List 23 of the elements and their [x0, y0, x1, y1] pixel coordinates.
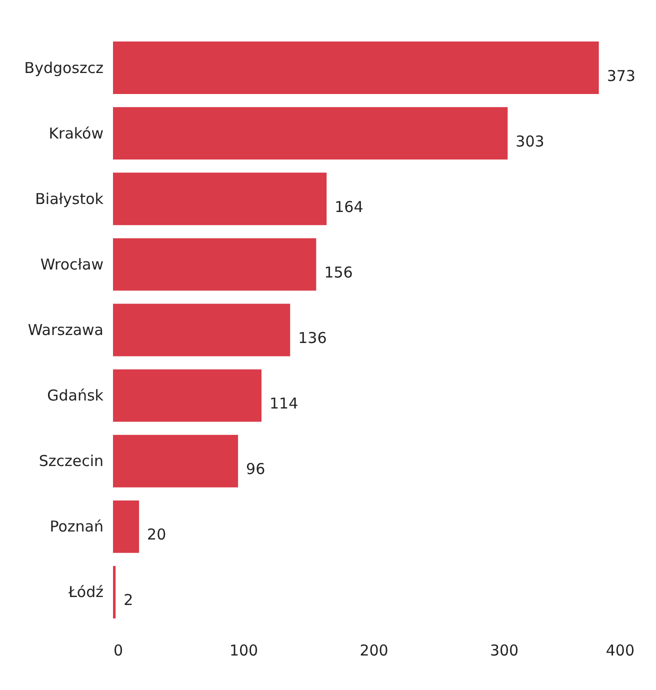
data-label: 114: [269, 394, 298, 413]
y-tick-label: Poznań: [50, 518, 104, 536]
data-label: 2: [124, 591, 134, 610]
x-tick-label: 300: [490, 642, 519, 660]
x-tick-label: 200: [360, 642, 388, 660]
y-tick-label: Łódź: [67, 583, 104, 602]
y-tick-label: Gdańsk: [47, 386, 104, 405]
data-label: 373: [606, 66, 636, 85]
y-tick-label: Warszawa: [28, 321, 104, 339]
data-label: 20: [147, 526, 166, 544]
y-tick-label: Wrocław: [40, 255, 104, 274]
data-label: 303: [516, 132, 544, 150]
y-tick-label: Bydgoszcz: [24, 58, 104, 77]
x-tick-label: 100: [229, 642, 258, 660]
x-tick-label: 400: [606, 642, 634, 660]
y-tick-label: Kraków: [48, 124, 104, 142]
x-tick-label: 0: [114, 642, 124, 660]
y-tick-label: Białystok: [35, 190, 104, 208]
data-label: 156: [324, 263, 353, 282]
y-tick-label: Szczecin: [38, 452, 104, 470]
data-label: 164: [334, 198, 364, 216]
data-label: 96: [246, 460, 266, 478]
data-label: 136: [298, 329, 327, 347]
